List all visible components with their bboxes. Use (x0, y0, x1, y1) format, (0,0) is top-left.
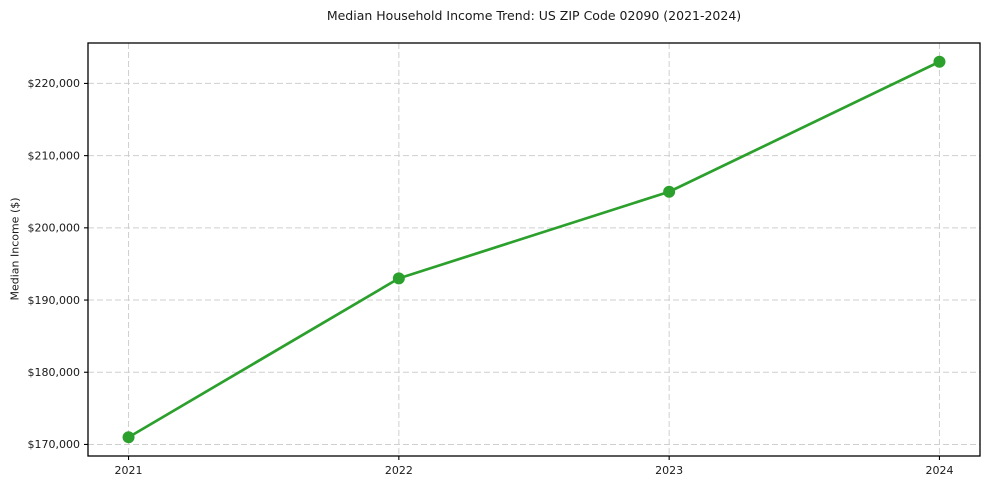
data-point-marker (933, 55, 946, 68)
data-point-marker (392, 272, 405, 285)
x-tick-label: 2022 (385, 464, 413, 477)
data-point-marker (122, 431, 135, 444)
x-tick-label: 2023 (655, 464, 683, 477)
chart-title: Median Household Income Trend: US ZIP Co… (326, 8, 742, 23)
y-tick-label: $180,000 (28, 366, 81, 379)
y-tick-label: $220,000 (28, 77, 81, 90)
plot-border (87, 42, 981, 457)
data-point-marker (663, 185, 676, 198)
x-tick-label: 2024 (925, 464, 953, 477)
trend-line (127, 60, 941, 439)
y-tick-label: $170,000 (28, 438, 81, 451)
x-tick-label: 2021 (115, 464, 143, 477)
y-tick-label: $200,000 (28, 222, 81, 235)
y-tick-label: $210,000 (28, 149, 81, 162)
y-tick-label: $190,000 (28, 294, 81, 307)
